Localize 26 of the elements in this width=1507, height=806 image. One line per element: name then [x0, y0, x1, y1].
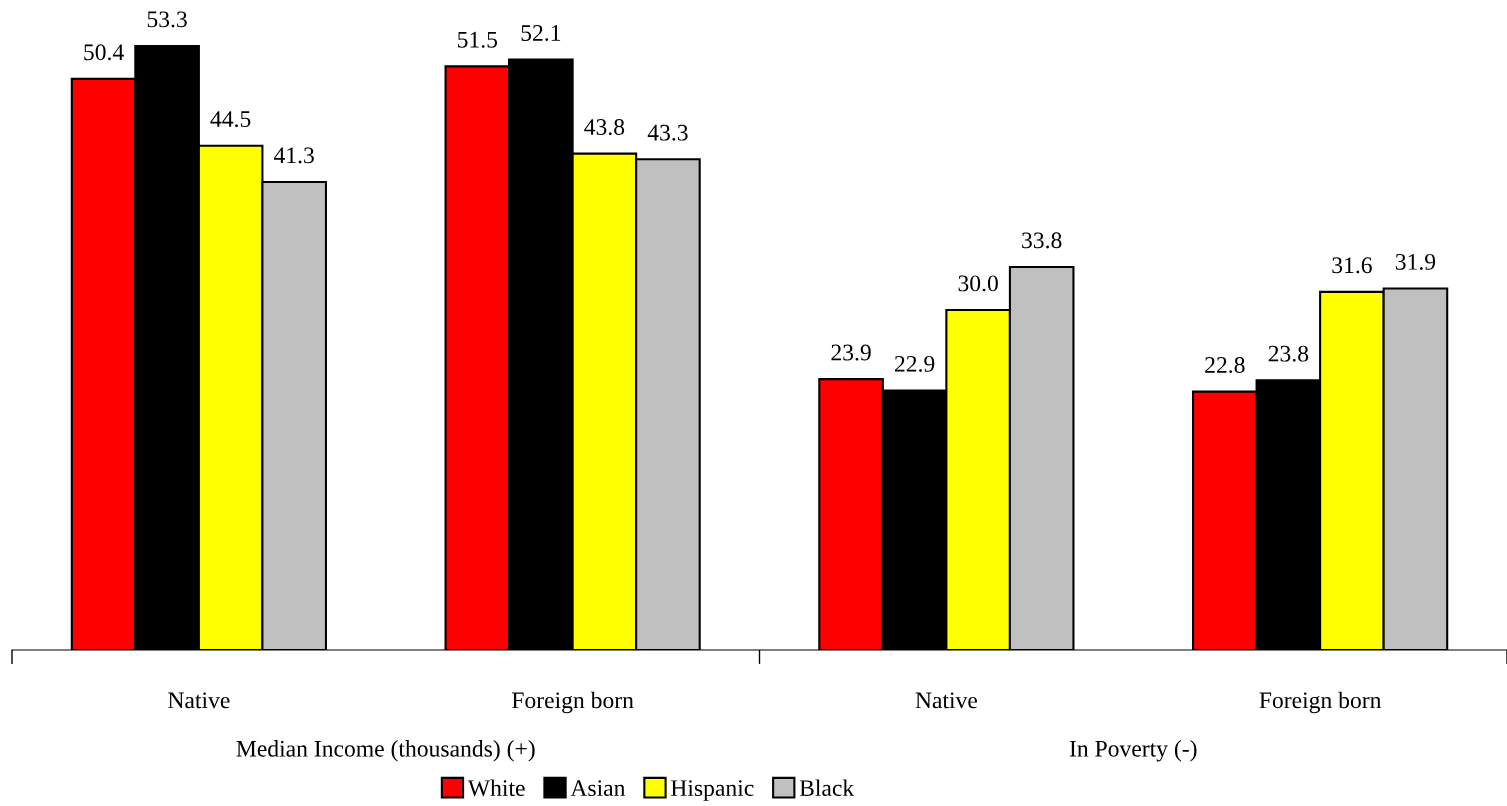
legend-label: White [467, 779, 525, 797]
data-label: 22.8 [1205, 357, 1245, 374]
text: In Poverty (-) [1069, 740, 1197, 762]
data-label: 30.0 [958, 275, 998, 292]
data-label: 31.6 [1332, 257, 1372, 274]
data-label: 33.8 [1022, 232, 1062, 249]
x-tick-label: Native [168, 692, 230, 709]
legend-label: Hispanic [670, 780, 754, 801]
data-label: 22.9 [894, 355, 935, 372]
data-label: 31.9 [1395, 253, 1436, 270]
text: Median Income (thousands) (+) [236, 740, 535, 762]
data-label: 53.3 [147, 11, 187, 28]
data-label: 41.3 [273, 147, 314, 164]
data-label: 51.5 [458, 31, 498, 48]
data-label: 52.1 [521, 25, 561, 41]
data-label: 43.8 [584, 119, 625, 136]
x-tick-label: Foreign born [511, 691, 634, 714]
data-label: 23.8 [1268, 345, 1309, 362]
x-tick-label: Foreign born [1259, 691, 1382, 714]
data-label: 23.9 [831, 344, 871, 361]
data-label: 44.5 [210, 111, 251, 128]
x-tick-label: Native [915, 692, 978, 709]
data-label: 43.3 [647, 124, 688, 141]
data-label: 50.4 [84, 44, 124, 61]
legend-label: Asian [570, 780, 626, 797]
legend-label: Black [799, 779, 855, 797]
